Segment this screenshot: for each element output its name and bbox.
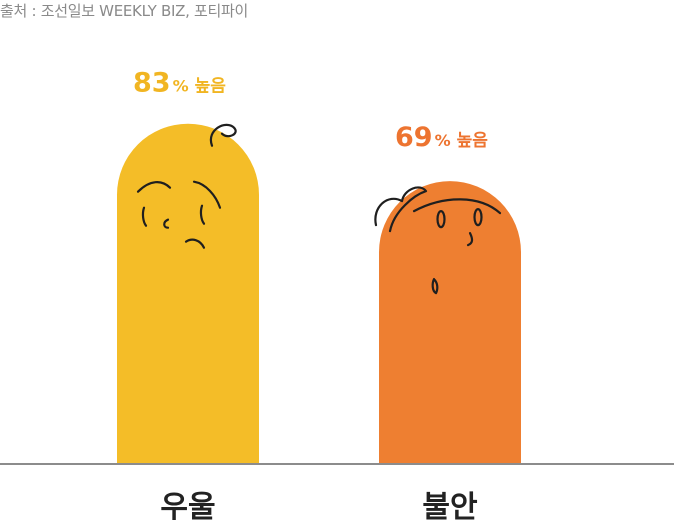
value-label-1: 83% 높음 <box>133 68 226 99</box>
category-label-2: 불안 <box>422 490 478 525</box>
worried-face-icon <box>374 186 502 295</box>
category-label-1: 우울 <box>160 490 215 525</box>
bar-1 <box>117 123 259 464</box>
bar-2 <box>379 181 521 464</box>
bars-layer <box>117 123 521 464</box>
faces-layer <box>136 123 502 295</box>
source-caption: 출처 : 조선일보 WEEKLY BIZ, 포티파이 <box>0 2 249 20</box>
sad-face-icon <box>136 123 237 249</box>
value-label-2: 69% 높음 <box>395 122 488 153</box>
